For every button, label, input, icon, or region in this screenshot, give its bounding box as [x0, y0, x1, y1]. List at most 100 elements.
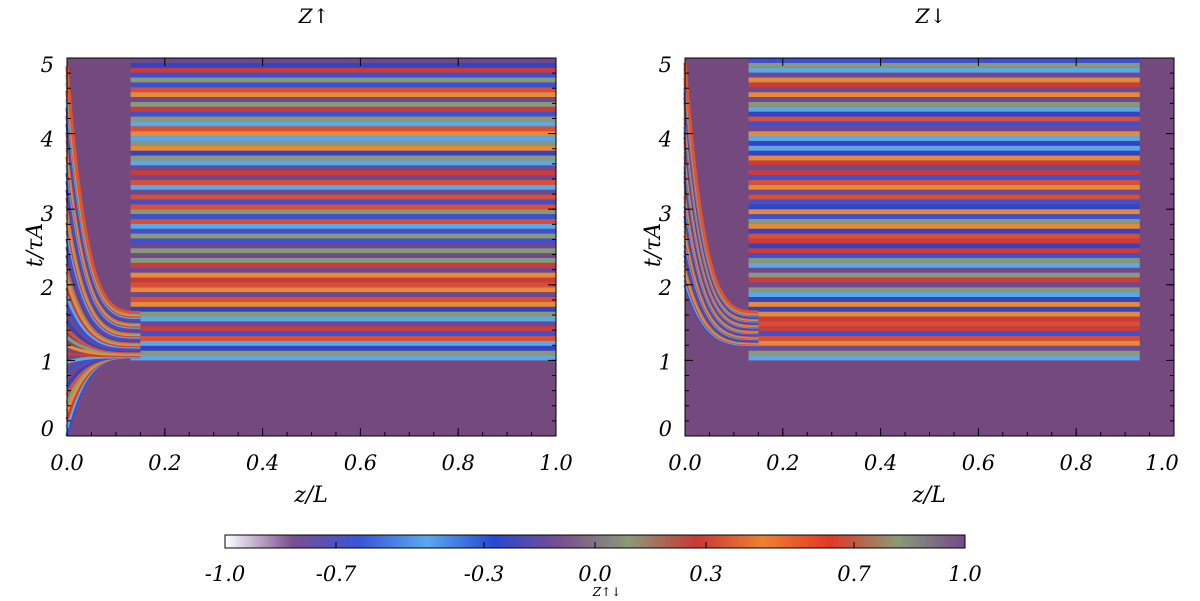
stripe: [748, 121, 1140, 127]
x-tick-label: 0.6: [344, 451, 377, 475]
y-tick-label: 5: [41, 53, 54, 77]
stripe: [748, 160, 1140, 166]
stripe: [748, 233, 1140, 239]
stripe: [130, 253, 556, 258]
stripe: [748, 209, 1140, 215]
stripe: [748, 199, 1140, 205]
stripe: [130, 184, 556, 190]
stripe: [748, 72, 1140, 78]
stripe: [748, 194, 1140, 200]
x-tick-label: 0.0: [50, 451, 83, 475]
stripe: [748, 292, 1140, 297]
stripe: [748, 136, 1140, 141]
stripe: [748, 179, 1140, 185]
stripe: [130, 121, 556, 127]
stripe: [130, 204, 556, 210]
colorbar-title: Z↑↓: [592, 585, 621, 599]
stripe: [130, 311, 556, 317]
stripe: [748, 87, 1140, 93]
stripe: [748, 301, 1140, 307]
stripe: [130, 306, 556, 312]
x-tick-label: 0.6: [962, 451, 995, 475]
stripe: [748, 218, 1140, 224]
stripe: [130, 170, 556, 176]
panel-z-up: Z↑ 0.0 0.2 0.4 0.6 0.8 1.0 0 1 2 3 4 5 z…: [23, 4, 573, 508]
stripe: [130, 301, 556, 307]
stripe: [748, 150, 1140, 156]
y-axis-label: t/τA: [23, 223, 48, 267]
stripe: [748, 97, 1140, 102]
stripe: [130, 189, 556, 195]
stripe: [130, 140, 556, 146]
stripe: [130, 82, 556, 88]
stripe: [748, 92, 1140, 98]
x-tick-label: 1.0: [539, 451, 572, 475]
x-tick-label: 0.0: [668, 451, 701, 475]
y-tick-label: 4: [658, 127, 672, 151]
stripe: [748, 355, 1140, 361]
stripe: [748, 67, 1140, 73]
x-tick-label: 0.8: [441, 451, 474, 475]
y-tick-label: 3: [659, 202, 672, 226]
stripe: [130, 238, 556, 244]
stripe: [130, 199, 556, 205]
stripe: [748, 321, 1140, 327]
stripe: [130, 267, 556, 273]
stripe: [748, 145, 1140, 151]
stripe: [748, 58, 1140, 63]
colorbar-tick-label: 0.0: [578, 562, 611, 586]
stripe: [748, 155, 1140, 161]
stripe: [130, 160, 556, 166]
stripe: [748, 175, 1140, 180]
heatmap-stripes: [683, 58, 1140, 361]
stripe: [748, 170, 1140, 176]
y-tick-label: 0: [659, 417, 672, 441]
x-tick-label: 0.2: [148, 451, 181, 475]
y-tick-label: 4: [40, 127, 54, 151]
stripe: [130, 316, 556, 322]
x-tick-label: 0.4: [864, 451, 897, 475]
stripe: [748, 296, 1140, 302]
stripe: [748, 106, 1140, 112]
x-tick-label: 0.2: [766, 451, 799, 475]
stripe: [130, 257, 556, 263]
stripe: [130, 321, 556, 327]
stripe: [130, 277, 556, 283]
stripe: [748, 345, 1140, 351]
stripe: [130, 175, 556, 180]
stripe: [130, 97, 556, 102]
panel-z-down: Z↓ 0.0 0.2 0.4 0.6 0.8 1.0 0 1 2 3 4 5 z…: [641, 4, 1179, 508]
stripe: [130, 179, 556, 185]
y-tick-label: 3: [41, 202, 54, 226]
stripe: [130, 248, 556, 254]
stripe: [130, 106, 556, 112]
stripe: [748, 272, 1140, 278]
stripe: [130, 214, 556, 219]
stripe: [130, 223, 556, 229]
stripe: [748, 77, 1140, 83]
stripe: [748, 204, 1140, 210]
x-axis-label: z/L: [911, 483, 946, 508]
stripe: [130, 345, 556, 351]
stripe: [130, 262, 556, 268]
stripe: [748, 243, 1140, 249]
stripe: [748, 306, 1140, 312]
stripe: [130, 111, 556, 117]
stripe: [748, 126, 1140, 132]
stripe: [130, 282, 556, 288]
stripe: [748, 331, 1140, 337]
stripe: [748, 111, 1140, 117]
stripe: [748, 184, 1140, 190]
colorbar: -1.0 -0.7 -0.3 0.0 0.3 0.7 1.0 Z↑↓: [205, 534, 982, 599]
stripe: [748, 267, 1140, 273]
plot-frame: [684, 57, 1175, 437]
stripe: [748, 140, 1140, 146]
stripe: [748, 248, 1140, 254]
stripe: [748, 116, 1140, 122]
stripe: [748, 62, 1140, 68]
stripe: [130, 145, 556, 151]
y-tick-label: 5: [659, 53, 672, 77]
x-axis-label: z/L: [293, 483, 328, 508]
stripe: [748, 131, 1140, 137]
